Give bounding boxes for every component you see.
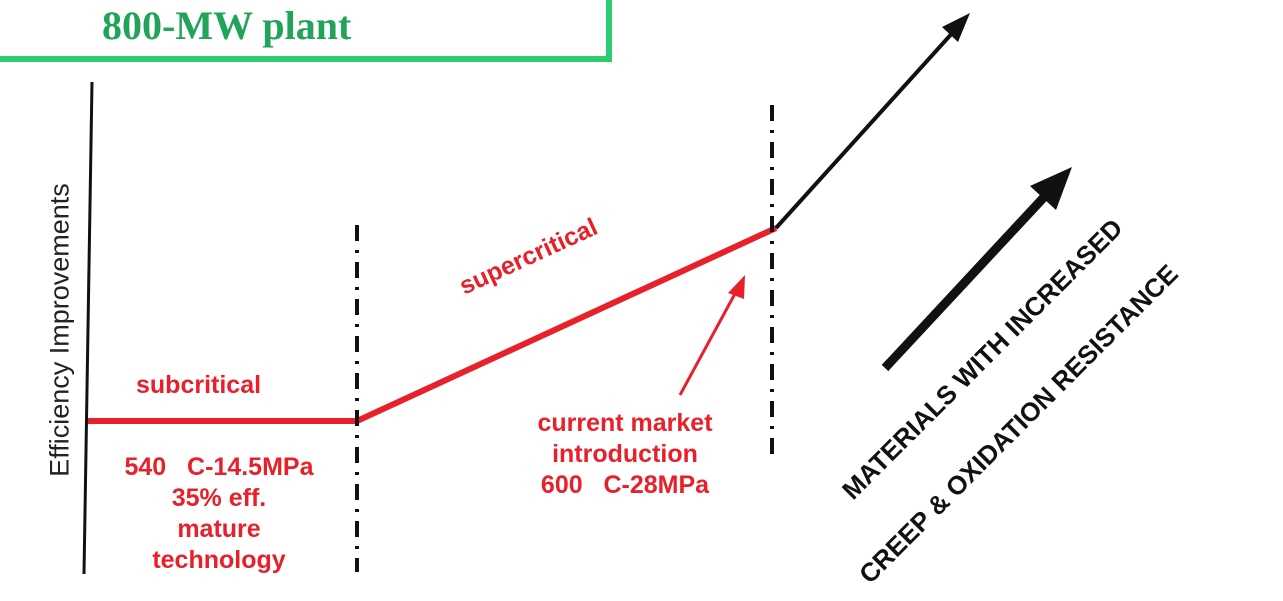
future-trend-arrow-line <box>774 28 957 230</box>
current-market-conditions: 600 C-28MPa <box>540 471 710 499</box>
y-axis-line <box>82 81 94 575</box>
current-market-line1: current market <box>537 409 713 437</box>
subcritical-efficiency: 35% eff. <box>171 484 267 512</box>
subcritical-technology: technology <box>152 546 286 574</box>
subcritical-label: subcritical <box>136 371 262 399</box>
subcritical-conditions: 540 C-14.5MPa <box>124 453 314 481</box>
materials-arrow-line <box>881 191 1050 372</box>
subcritical-mature: mature <box>177 515 261 543</box>
supercritical-line <box>355 225 778 424</box>
current-market-details: current market introduction 600 C-28MPa <box>500 408 750 501</box>
subcritical-details: 540 C-14.5MPa 35% eff. mature technology <box>94 452 344 576</box>
future-trend-arrowhead <box>942 13 970 42</box>
current-market-arrow-line <box>678 289 739 396</box>
current-market-arrowhead <box>728 275 745 299</box>
diagram-title: 800-MW plant <box>102 3 352 48</box>
materials-arrowhead <box>1030 167 1072 210</box>
title-box: 800-MW plant <box>0 0 612 62</box>
current-market-line2: introduction <box>552 440 698 468</box>
